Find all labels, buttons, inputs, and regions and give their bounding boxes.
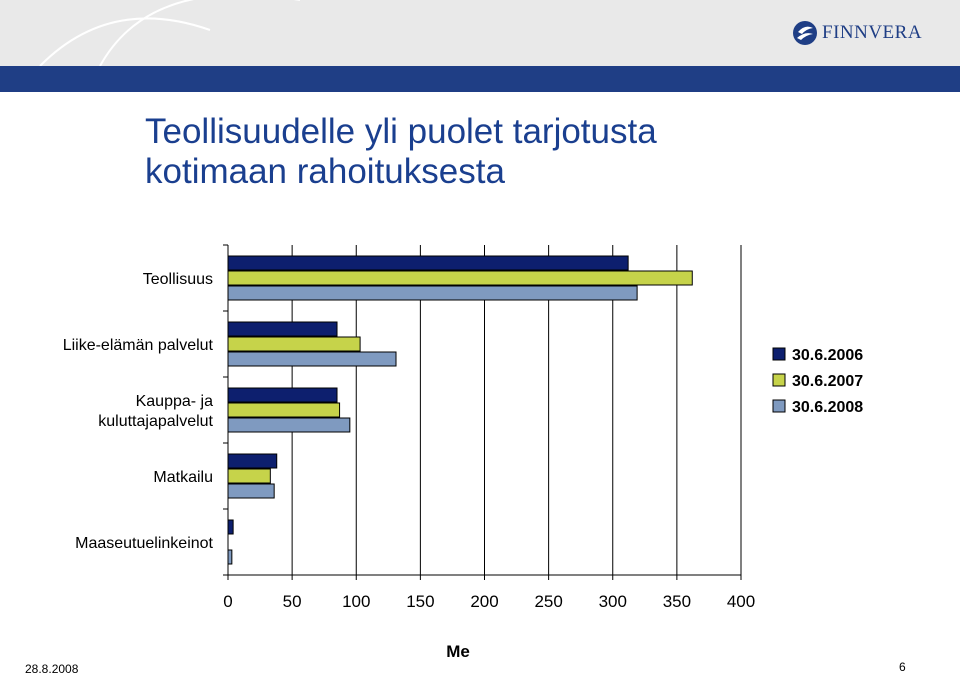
x-tick-label: 200 <box>470 592 498 611</box>
page-number: 6 <box>899 660 906 674</box>
x-tick-label: 300 <box>599 592 627 611</box>
legend-swatch <box>772 399 786 413</box>
bar <box>227 402 341 418</box>
legend-label: 30.6.2007 <box>792 373 863 390</box>
header-arcs-decoration <box>39 0 300 66</box>
bar <box>227 351 397 367</box>
finnvera-logo: FINNVERA <box>792 18 922 48</box>
legend-swatch <box>772 373 786 387</box>
bar <box>227 321 338 337</box>
slide-title-line-1: Teollisuudelle yli puolet tarjotusta <box>145 112 657 151</box>
x-tick-label: 350 <box>663 592 691 611</box>
slide-title: Teollisuudelle yli puolet tarjotusta kot… <box>145 112 845 192</box>
bar <box>227 417 351 433</box>
legend-label: 30.6.2006 <box>792 347 863 364</box>
category-label: Maaseutuelinkeinot <box>75 535 213 552</box>
footer-date: 28.8.2008 <box>25 662 79 676</box>
category-label: Liike-elämän palvelut <box>63 337 214 354</box>
bar <box>227 519 234 535</box>
header-band <box>0 66 960 92</box>
bar <box>227 336 361 352</box>
finnvera-logo-icon <box>793 21 817 45</box>
x-tick-label: 50 <box>283 592 302 611</box>
category-label: Kauppa- ja <box>136 393 213 410</box>
x-tick-label: 100 <box>342 592 370 611</box>
bar <box>227 549 233 565</box>
category-label: kuluttajapalvelut <box>98 413 213 430</box>
bar <box>227 270 693 286</box>
bar <box>227 453 278 469</box>
slide-title-line-2: kotimaan rahoituksesta <box>145 152 505 191</box>
x-tick-label: 400 <box>727 592 755 611</box>
legend-label: 30.6.2008 <box>792 399 863 416</box>
x-tick-label: 0 <box>223 592 232 611</box>
logo-text: FINNVERA <box>822 22 923 43</box>
x-tick-label: 250 <box>534 592 562 611</box>
bar <box>227 468 271 484</box>
category-label: Teollisuus <box>143 271 213 288</box>
x-tick-label: 150 <box>406 592 434 611</box>
bar <box>227 483 275 499</box>
bar <box>227 285 638 301</box>
category-label: Matkailu <box>153 469 213 486</box>
legend-swatch <box>772 347 786 361</box>
x-axis-title: Me <box>446 642 470 661</box>
bar <box>227 387 338 403</box>
bar <box>227 255 629 271</box>
